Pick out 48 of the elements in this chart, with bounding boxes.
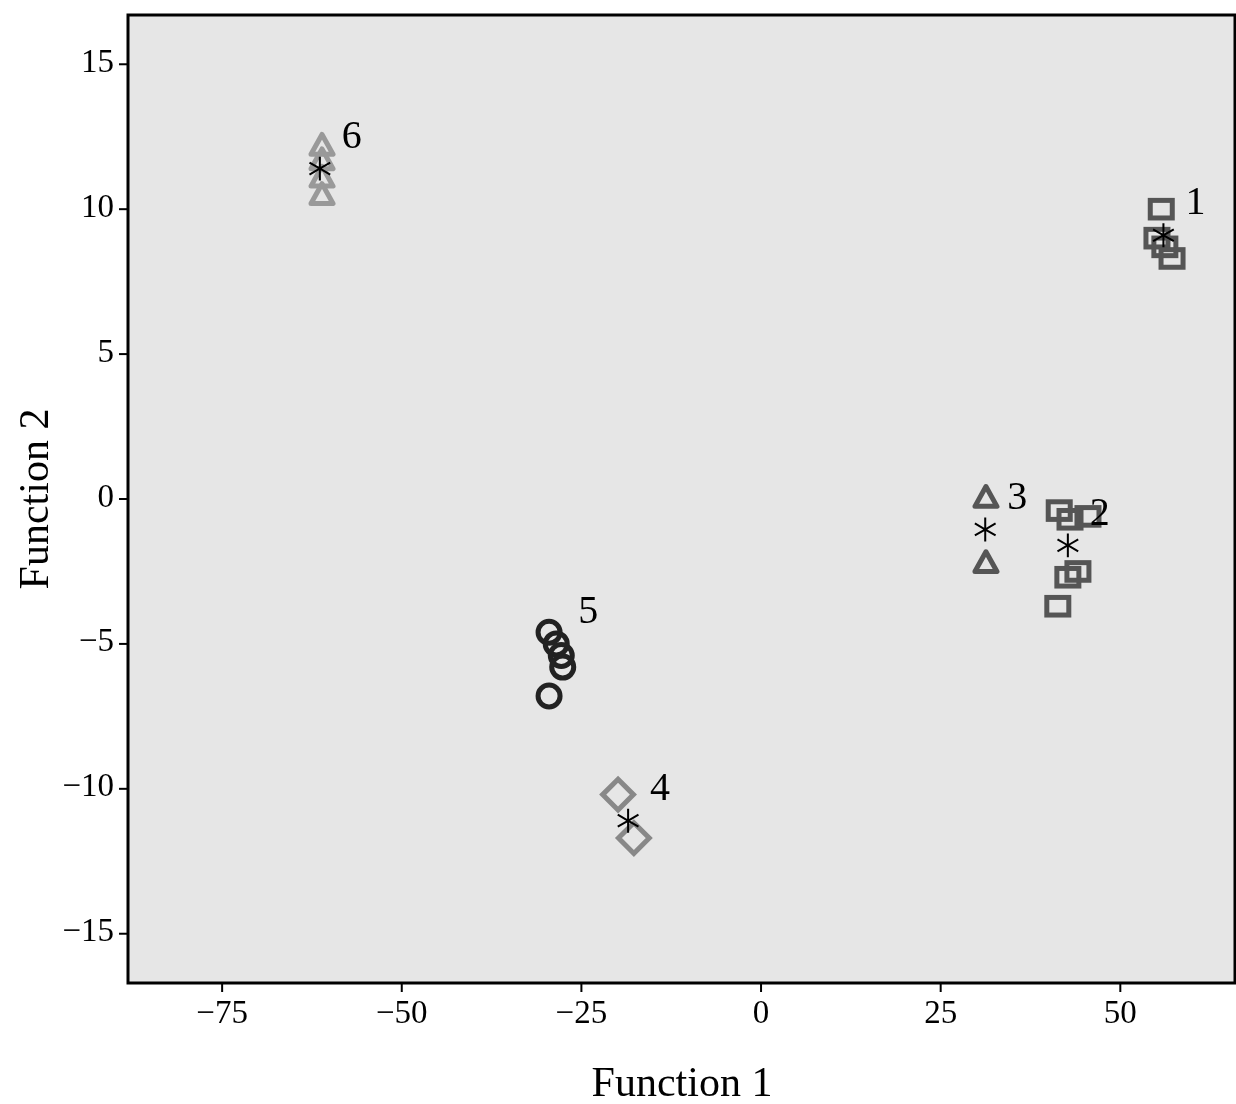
- annotation: 5: [578, 587, 599, 633]
- x-tick-label: −25: [555, 994, 608, 1030]
- point: [1143, 226, 1171, 250]
- annotation: 6: [341, 111, 362, 157]
- x-tick-label: 0: [752, 994, 770, 1030]
- point: [542, 630, 570, 658]
- point: [600, 776, 636, 813]
- point: [617, 808, 639, 833]
- point: [535, 618, 563, 646]
- point: [972, 549, 1000, 575]
- point: [1045, 499, 1073, 522]
- y-tick-label: 5: [97, 332, 114, 369]
- point: [308, 163, 336, 189]
- y-tick-label: 15: [81, 42, 114, 79]
- point: [308, 131, 336, 157]
- y-tick-label: −15: [62, 912, 114, 949]
- x-axis-title: Function 1: [591, 1059, 773, 1104]
- x-tick-label: −50: [375, 994, 428, 1030]
- point: [1147, 197, 1175, 221]
- y-tick-label: 0: [97, 477, 114, 514]
- y-tick-label: 10: [81, 187, 114, 224]
- point: [308, 156, 331, 181]
- point: [1152, 223, 1175, 248]
- point: [615, 820, 652, 856]
- annotation: 2: [1089, 488, 1110, 534]
- point: [974, 517, 997, 542]
- x-tick-label: −75: [196, 994, 248, 1030]
- y-axis-title: Function 2: [11, 408, 57, 590]
- annotation: 3: [1007, 472, 1028, 518]
- point: [972, 484, 1000, 509]
- point: [1044, 594, 1072, 618]
- point: [1054, 565, 1082, 589]
- point: [1064, 560, 1092, 583]
- point: [308, 181, 336, 206]
- point: [1056, 507, 1084, 531]
- y-tick-label: −10: [62, 767, 114, 804]
- y-tick-label: −5: [78, 622, 114, 659]
- annotation: 1: [1185, 178, 1206, 224]
- point: [308, 146, 336, 172]
- point: [547, 642, 575, 669]
- point: [1158, 247, 1186, 270]
- point: [549, 653, 577, 681]
- point: [535, 682, 563, 710]
- point: [1151, 235, 1179, 259]
- x-tick-label: 25: [924, 994, 958, 1030]
- x-tick-label: 50: [1103, 994, 1137, 1030]
- annotation: 4: [650, 763, 671, 809]
- point: [1057, 533, 1079, 558]
